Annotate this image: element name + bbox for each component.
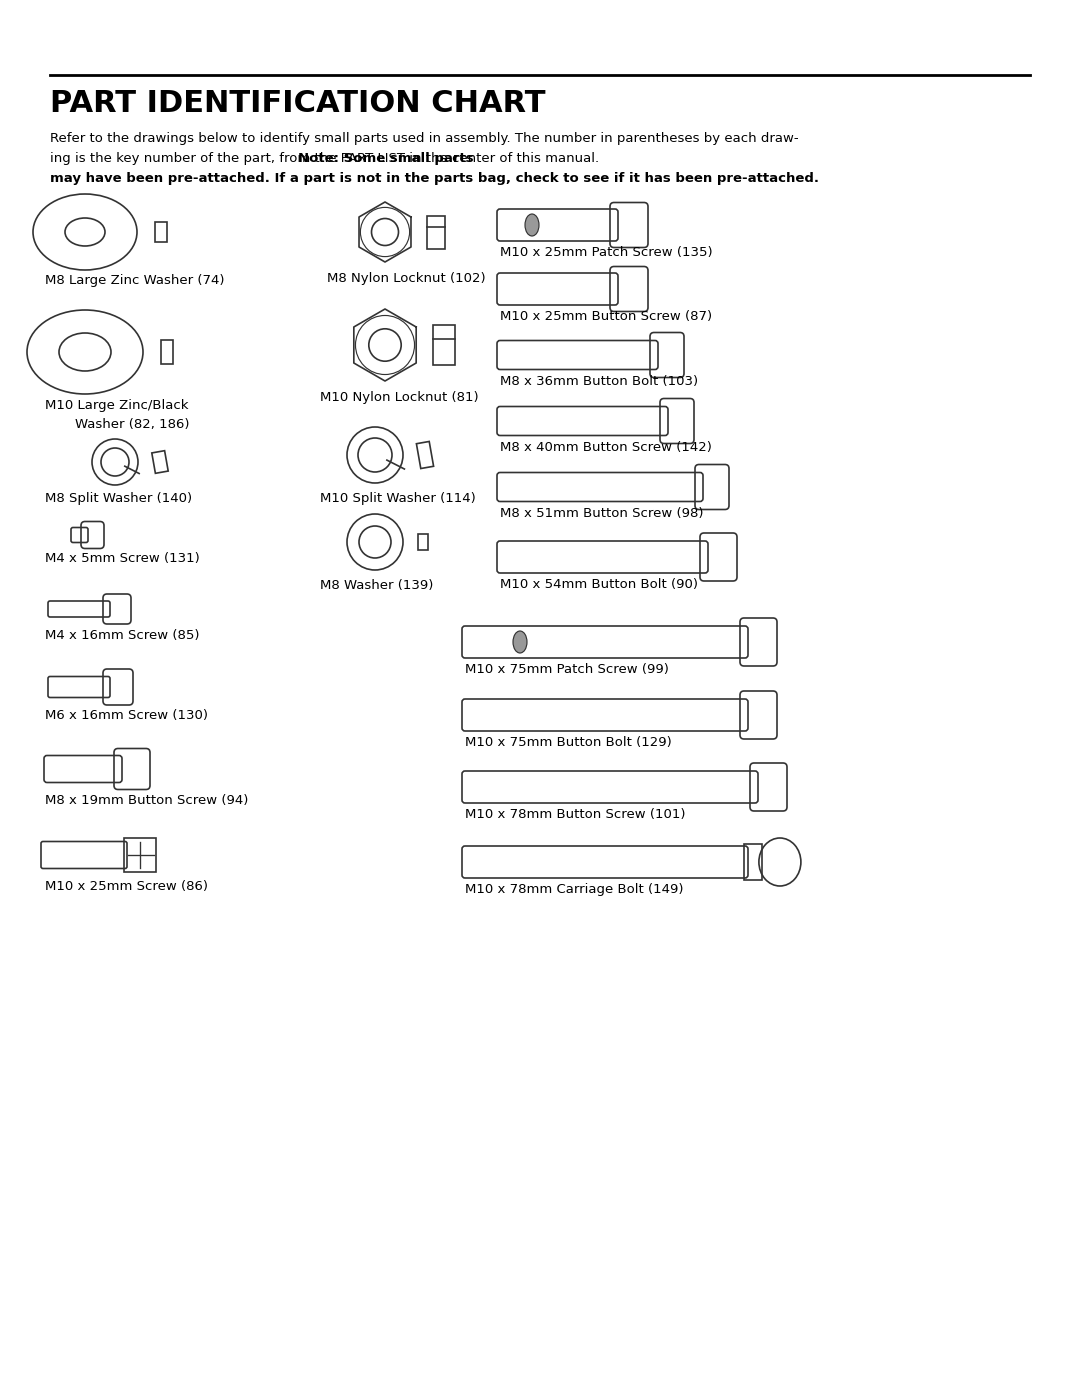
Text: M8 Washer (139): M8 Washer (139) [320, 578, 433, 592]
Ellipse shape [525, 214, 539, 236]
Text: M8 Split Washer (140): M8 Split Washer (140) [45, 492, 192, 504]
Text: M10 x 25mm Button Screw (87): M10 x 25mm Button Screw (87) [500, 310, 712, 323]
Text: M10 Split Washer (114): M10 Split Washer (114) [320, 492, 476, 504]
Text: ing is the key number of the part, from the PART LIST in the center of this manu: ing is the key number of the part, from … [50, 152, 604, 165]
Text: M10 Nylon Locknut (81): M10 Nylon Locknut (81) [320, 391, 478, 404]
Text: M8 Large Zinc Washer (74): M8 Large Zinc Washer (74) [45, 274, 225, 286]
Text: Refer to the drawings below to identify small parts used in assembly. The number: Refer to the drawings below to identify … [50, 131, 798, 145]
Text: M10 x 78mm Carriage Bolt (149): M10 x 78mm Carriage Bolt (149) [465, 883, 684, 895]
Text: M8 x 51mm Button Screw (98): M8 x 51mm Button Screw (98) [500, 507, 703, 520]
Text: M8 x 36mm Button Bolt (103): M8 x 36mm Button Bolt (103) [500, 374, 698, 387]
Text: M10 Large Zinc/Black: M10 Large Zinc/Black [45, 400, 189, 412]
Text: M10 x 54mm Button Bolt (90): M10 x 54mm Button Bolt (90) [500, 578, 698, 591]
Text: M10 x 25mm Screw (86): M10 x 25mm Screw (86) [45, 880, 208, 893]
Text: M10 x 78mm Button Screw (101): M10 x 78mm Button Screw (101) [465, 807, 686, 821]
Text: M6 x 16mm Screw (130): M6 x 16mm Screw (130) [45, 710, 208, 722]
Text: M8 Nylon Locknut (102): M8 Nylon Locknut (102) [327, 272, 486, 285]
Ellipse shape [513, 631, 527, 652]
Text: M10 x 75mm Patch Screw (99): M10 x 75mm Patch Screw (99) [465, 664, 669, 676]
Text: M4 x 16mm Screw (85): M4 x 16mm Screw (85) [45, 629, 200, 643]
Text: M10 x 25mm Patch Screw (135): M10 x 25mm Patch Screw (135) [500, 246, 713, 258]
Text: M8 x 40mm Button Screw (142): M8 x 40mm Button Screw (142) [500, 440, 712, 454]
Text: M4 x 5mm Screw (131): M4 x 5mm Screw (131) [45, 552, 200, 564]
Text: PART IDENTIFICATION CHART: PART IDENTIFICATION CHART [50, 89, 545, 117]
Text: M10 x 75mm Button Bolt (129): M10 x 75mm Button Bolt (129) [465, 736, 672, 749]
Text: Washer (82, 186): Washer (82, 186) [75, 418, 189, 432]
Text: Note: Some small parts: Note: Some small parts [298, 152, 474, 165]
Text: M8 x 19mm Button Screw (94): M8 x 19mm Button Screw (94) [45, 793, 248, 807]
Text: may have been pre-attached. If a part is not in the parts bag, check to see if i: may have been pre-attached. If a part is… [50, 172, 819, 184]
